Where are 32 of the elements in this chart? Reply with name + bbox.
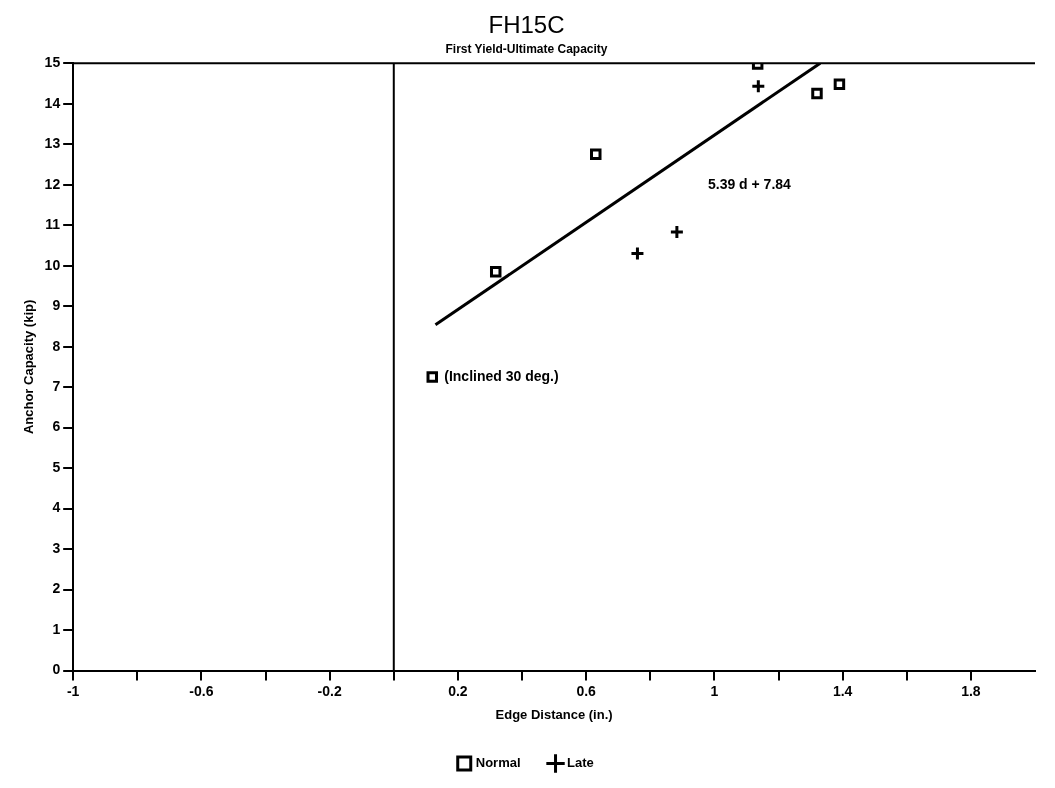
x-axis-title: Edge Distance (in.) (495, 706, 613, 722)
legend-label: Normal (475, 755, 521, 771)
y-tick-label: 13 (44, 135, 61, 152)
annotation: 5.39 d + 7.84 (707, 175, 792, 192)
chart-title: FH15C (488, 11, 565, 39)
y-tick-label: 11 (45, 216, 61, 233)
y-tick-label: 14 (44, 94, 61, 111)
x-tick-label: -0.6 (189, 682, 214, 699)
x-tick-label: -1 (66, 682, 80, 699)
y-tick-label: 0 (52, 661, 61, 678)
y-tick-label: 3 (52, 539, 61, 556)
x-tick-label: 1.4 (832, 682, 853, 699)
y-tick-label: 2 (52, 580, 61, 597)
y-tick-label: 6 (52, 418, 61, 435)
y-tick-label: 1 (52, 620, 61, 637)
legend-label: Late (567, 755, 594, 771)
y-tick-label: 10 (44, 256, 61, 273)
y-tick-label: 5 (52, 458, 61, 475)
x-tick-label: 0.6 (576, 682, 597, 699)
x-tick-label: 1.8 (961, 682, 981, 699)
x-tick-label: -0.2 (317, 682, 342, 699)
y-tick-label: 7 (52, 378, 61, 395)
annotation: (Inclined 30 deg.) (444, 367, 559, 384)
x-tick-label: 0.2 (448, 682, 468, 699)
y-tick-label: 8 (52, 337, 61, 354)
y-tick-label: 4 (52, 499, 61, 516)
x-tick-label: 1 (710, 682, 719, 699)
y-tick-label: 12 (44, 175, 61, 192)
y-axis-title: Anchor Capacity (kip) (21, 299, 37, 435)
y-tick-label: 9 (52, 297, 61, 314)
y-tick-label: 15 (44, 54, 61, 71)
chart-subtitle: First Yield-Ultimate Capacity (445, 42, 608, 57)
